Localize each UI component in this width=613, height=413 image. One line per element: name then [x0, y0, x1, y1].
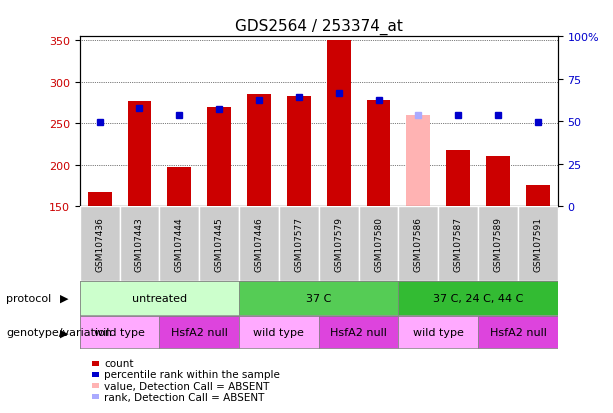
Bar [478, 206, 518, 281]
Text: HsfA2 null: HsfA2 null [330, 328, 387, 337]
Text: ▶: ▶ [60, 328, 69, 337]
Text: GSM107577: GSM107577 [294, 216, 303, 271]
Bar [159, 317, 239, 348]
Bar [359, 206, 398, 281]
Bar [88, 192, 112, 206]
Bar [327, 41, 351, 207]
Bar [239, 206, 279, 281]
Text: rank, Detection Call = ABSENT: rank, Detection Call = ABSENT [104, 392, 265, 402]
Text: value, Detection Call = ABSENT: value, Detection Call = ABSENT [104, 381, 270, 391]
Text: untreated: untreated [132, 293, 187, 304]
Text: ▶: ▶ [60, 293, 69, 304]
Text: GSM107579: GSM107579 [334, 216, 343, 271]
Text: GSM107445: GSM107445 [215, 216, 224, 271]
Text: GSM107587: GSM107587 [454, 216, 463, 271]
Text: GSM107444: GSM107444 [175, 216, 184, 271]
Bar [319, 206, 359, 281]
Bar [247, 95, 271, 206]
Text: GSM107436: GSM107436 [95, 216, 104, 271]
Text: GSM107580: GSM107580 [374, 216, 383, 271]
Bar [128, 102, 151, 206]
Bar [398, 206, 438, 281]
Bar [159, 206, 199, 281]
Text: HsfA2 null: HsfA2 null [171, 328, 227, 337]
Text: 37 C: 37 C [306, 293, 332, 304]
Text: 37 C, 24 C, 44 C: 37 C, 24 C, 44 C [433, 293, 524, 304]
Bar [239, 282, 398, 315]
Text: count: count [104, 358, 134, 368]
Bar [319, 317, 398, 348]
Bar [199, 206, 239, 281]
Bar [287, 97, 311, 206]
Text: GSM107591: GSM107591 [533, 216, 543, 271]
Text: genotype/variation: genotype/variation [6, 328, 112, 337]
Bar [526, 186, 550, 206]
Bar [207, 107, 231, 206]
Text: wild type: wild type [254, 328, 304, 337]
Bar [478, 317, 558, 348]
Text: HsfA2 null: HsfA2 null [490, 328, 546, 337]
Bar [486, 157, 510, 206]
Text: GSM107443: GSM107443 [135, 216, 144, 271]
Text: protocol: protocol [6, 293, 51, 304]
Text: wild type: wild type [94, 328, 145, 337]
Bar [167, 168, 191, 206]
Bar [239, 317, 319, 348]
Text: GSM107589: GSM107589 [493, 216, 503, 271]
Text: percentile rank within the sample: percentile rank within the sample [104, 370, 280, 380]
Bar [398, 317, 478, 348]
Bar [80, 282, 239, 315]
Bar [120, 206, 159, 281]
Text: wild type: wild type [413, 328, 463, 337]
Text: GSM107446: GSM107446 [254, 216, 264, 271]
Bar [80, 206, 120, 281]
Bar [367, 101, 390, 206]
Bar [438, 206, 478, 281]
Bar [518, 206, 558, 281]
Bar [80, 317, 159, 348]
Bar [398, 282, 558, 315]
Text: GSM107586: GSM107586 [414, 216, 423, 271]
Title: GDS2564 / 253374_at: GDS2564 / 253374_at [235, 18, 403, 34]
Bar [406, 116, 430, 206]
Bar [446, 150, 470, 206]
Bar [279, 206, 319, 281]
